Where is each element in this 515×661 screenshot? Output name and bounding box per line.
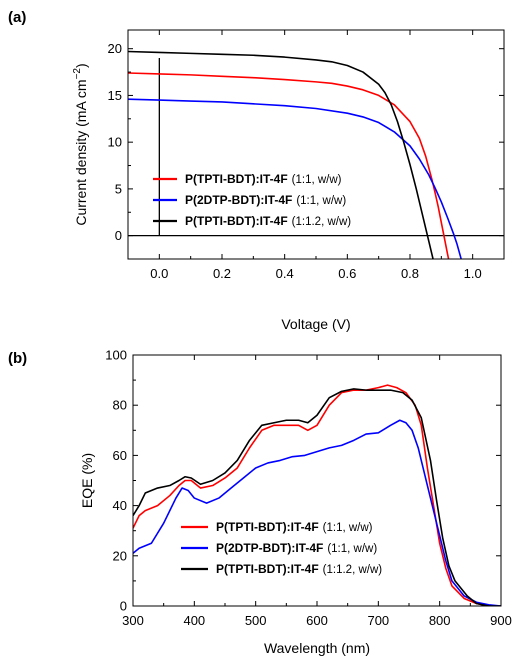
y-tick-label: 0 (115, 228, 122, 243)
legend-series-name: P(2DTP-BDT):IT-4F (185, 193, 292, 207)
series-line-1 (133, 384, 501, 606)
legend: P(TPTI-BDT):IT-4F (1:1, w/w)P(2DTP-BDT):I… (153, 172, 351, 228)
series-line-2 (133, 419, 501, 606)
legend-series-ratio: (1:1, w/w) (296, 195, 346, 207)
legend-series-ratio: (1:1, w/w) (292, 174, 342, 186)
legend-entry-1: P(TPTI-BDT):IT-4F (1:1, w/w) (216, 520, 373, 534)
y-tick-label: 20 (113, 548, 127, 563)
legend-entry-1: P(TPTI-BDT):IT-4F (1:1, w/w) (185, 172, 342, 186)
x-tick-label: 0.0 (150, 266, 168, 281)
panel-b-eqe-spectra: (b) 300 400 500 600 700 800 900 0 20 40 60 80 100 Wave… (8, 348, 512, 657)
y-tick-label: 10 (108, 135, 122, 150)
y-tick-label: 5 (115, 181, 122, 196)
legend-series-name: P(TPTI-BDT):IT-4F (216, 562, 319, 576)
panel-label: (a) (8, 9, 26, 26)
legend-series-name: P(TPTI-BDT):IT-4F (185, 214, 288, 228)
legend-series-name: P(2DTP-BDT):IT-4F (216, 541, 323, 555)
y-axis-title: Current density (mA cm−2) (72, 63, 89, 225)
x-tick-label: 0.4 (276, 266, 294, 281)
x-axis-title: Voltage (V) (281, 316, 350, 332)
panel-a-jv-curves: (a) 0.0 0.2 0.4 0.6 0.8 1.0 0 5 10 15 20 Voltage (V)… (8, 9, 505, 332)
series-line-3 (128, 50, 434, 259)
y-axis-title: EQE (%) (79, 453, 95, 508)
legend-series-ratio: (1:1, w/w) (323, 522, 373, 534)
x-tick-label: 0.8 (401, 266, 419, 281)
x-tick-label: 1.0 (464, 266, 482, 281)
series-line-2 (128, 98, 463, 259)
legend-entry-3: P(TPTI-BDT):IT-4F (1:1.2, w/w) (216, 562, 382, 576)
legend-series-name: P(TPTI-BDT):IT-4F (216, 520, 319, 534)
y-tick-label: 0 (120, 599, 127, 614)
x-tick-label: 0.2 (213, 266, 231, 281)
series-line-3 (133, 388, 501, 606)
x-axis-title: Wavelength (nm) (264, 640, 370, 656)
y-tick-label: 20 (108, 41, 122, 56)
legend: P(TPTI-BDT):IT-4F (1:1, w/w)P(2DTP-BDT):I… (181, 520, 382, 576)
y-tick-label: 60 (113, 448, 127, 463)
y-axis-title-close: ) (73, 63, 89, 68)
legend-series-name: P(TPTI-BDT):IT-4F (185, 172, 288, 186)
legend-series-ratio: (1:1.2, w/w) (292, 216, 352, 228)
series-line-1 (128, 72, 450, 259)
x-tick-label: 0.6 (338, 266, 356, 281)
legend-series-ratio: (1:1.2, w/w) (323, 564, 383, 576)
y-axis-title-superscript: −2 (72, 68, 83, 80)
legend-entry-2: P(2DTP-BDT):IT-4F (1:1, w/w) (216, 541, 377, 555)
panel-label: (b) (8, 350, 27, 367)
x-tick-label: 500 (245, 613, 267, 628)
x-tick-label: 700 (367, 613, 389, 628)
x-tick-label: 400 (183, 613, 205, 628)
legend-series-ratio: (1:1, w/w) (327, 543, 377, 555)
y-tick-label: 15 (108, 88, 122, 103)
x-tick-label: 600 (306, 613, 328, 628)
legend-entry-3: P(TPTI-BDT):IT-4F (1:1.2, w/w) (185, 214, 351, 228)
y-tick-label: 40 (113, 498, 127, 513)
x-tick-label: 300 (122, 613, 144, 628)
y-tick-label: 100 (105, 348, 127, 363)
y-tick-label: 80 (113, 398, 127, 413)
legend-entry-2: P(2DTP-BDT):IT-4F (1:1, w/w) (185, 193, 346, 207)
x-tick-label: 900 (490, 613, 512, 628)
x-tick-label: 800 (429, 613, 451, 628)
